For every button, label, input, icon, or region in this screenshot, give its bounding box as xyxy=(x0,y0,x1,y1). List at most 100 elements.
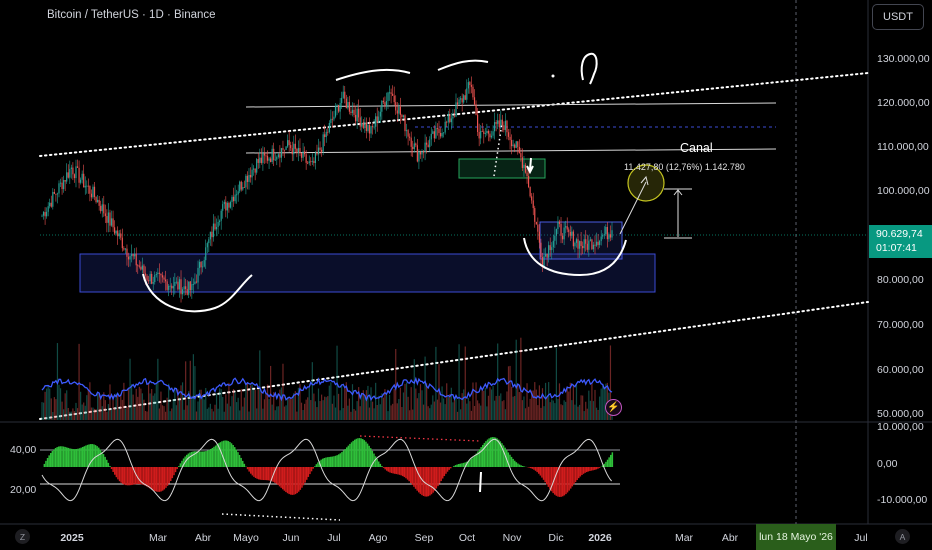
projection-arrow[interactable] xyxy=(619,181,647,235)
volume-bar xyxy=(490,389,493,420)
oscillator-bar xyxy=(192,451,194,467)
candle-body xyxy=(164,279,167,282)
oscillator-bar xyxy=(445,467,447,474)
oscillator-bar xyxy=(571,467,574,487)
candle-body xyxy=(55,193,57,195)
candle-body xyxy=(287,140,289,147)
oscillator-bar xyxy=(144,467,146,486)
volume-bar xyxy=(514,396,516,420)
volume-bar xyxy=(276,406,278,420)
volume-bar xyxy=(143,399,145,420)
candle-body xyxy=(490,135,493,138)
resistance-line-upper[interactable] xyxy=(245,102,777,108)
candle-body xyxy=(336,105,338,107)
oscillator-bar xyxy=(80,447,82,467)
auto-scale-button[interactable]: A xyxy=(895,529,910,544)
volume-bar xyxy=(501,401,503,420)
volume-bar xyxy=(140,388,142,420)
volume-bar xyxy=(503,400,505,420)
volume-bar xyxy=(283,406,286,420)
oscillator-bar xyxy=(456,464,458,467)
volume-bar xyxy=(205,387,207,420)
candle-body xyxy=(478,132,480,139)
volume-bar xyxy=(266,384,269,420)
volume-bar xyxy=(63,409,65,420)
oscillator-bar xyxy=(429,467,431,496)
candle-body xyxy=(211,231,213,238)
oscillator-bar xyxy=(442,467,444,479)
volume-bar xyxy=(480,405,482,420)
measure-label[interactable]: 11.427,80 (12,76%) 1.142.780 xyxy=(624,162,745,172)
demand-zone[interactable] xyxy=(79,253,656,293)
volume-bar xyxy=(398,399,400,420)
candle-body xyxy=(313,161,315,164)
candle-body xyxy=(566,226,568,230)
candle-body xyxy=(75,166,77,179)
candle-body xyxy=(144,273,147,276)
volume-bar xyxy=(384,389,386,420)
oscillator-bar xyxy=(368,445,370,467)
oscillator-bar xyxy=(530,467,532,469)
time-axis[interactable]: 2025 Mar Abr Mayo Jun Jul Ago Sep Oct No… xyxy=(0,524,932,550)
candle-body xyxy=(151,273,153,284)
oscillator-bar xyxy=(109,465,111,467)
oscillator-bar xyxy=(459,463,462,467)
oscillator-bar xyxy=(469,459,471,467)
currency-button[interactable]: USDT xyxy=(872,4,924,30)
canal-label[interactable]: Canal xyxy=(680,141,713,155)
volume-bar xyxy=(433,401,435,420)
oscillator-bar xyxy=(67,447,70,467)
oscillator-bar xyxy=(309,467,311,475)
breaker-box[interactable] xyxy=(458,158,546,179)
volume-bar xyxy=(402,392,405,420)
candle-body xyxy=(137,265,139,267)
candle-body xyxy=(602,235,604,237)
oscillator-bar xyxy=(51,450,54,467)
oscillator-bar xyxy=(331,456,334,467)
candle-body xyxy=(577,239,579,249)
volume-bar xyxy=(367,385,369,420)
channel-lower-line[interactable] xyxy=(39,301,869,420)
volume-bar xyxy=(202,395,204,420)
volume-bar xyxy=(347,405,349,420)
oscillator-bar xyxy=(387,467,390,472)
volume-bar xyxy=(73,411,76,420)
oscillator-bar xyxy=(258,467,260,480)
oscillator-bar xyxy=(536,467,538,473)
support-line-mid[interactable] xyxy=(245,148,777,154)
oscillator-bar xyxy=(470,458,473,467)
symbol-title[interactable]: Bitcoin / TetherUS · 1D · Binance xyxy=(47,9,216,21)
volume-bar xyxy=(319,401,321,420)
oscillator-bar xyxy=(194,451,196,467)
volume-bar xyxy=(253,389,255,420)
candle-body xyxy=(455,102,457,117)
candle-body xyxy=(223,201,225,205)
volume-bar xyxy=(603,388,605,420)
oscillator-bar xyxy=(72,449,74,467)
oscillator-bar xyxy=(270,467,273,482)
oscillator-bar xyxy=(502,445,505,467)
oscillator-bar xyxy=(366,443,369,467)
indicator-axis-label: 10.000,00 xyxy=(877,421,924,433)
candle-body xyxy=(46,211,48,217)
oscillator-bar xyxy=(602,465,604,467)
oscillator-bar xyxy=(126,467,129,486)
volume-bar xyxy=(220,389,222,420)
oscillator-bar xyxy=(269,467,271,481)
candle-body xyxy=(605,226,607,235)
volume-bar xyxy=(507,366,510,420)
candle-body xyxy=(480,130,482,139)
zoom-button[interactable]: Z xyxy=(15,529,30,544)
lightning-icon[interactable]: ⚡ xyxy=(605,399,622,416)
candle-body xyxy=(384,102,386,106)
price-range-measure[interactable] xyxy=(664,188,692,239)
candle-body xyxy=(435,128,437,139)
candle-body xyxy=(405,130,408,132)
candle-body xyxy=(371,126,374,128)
channel-upper-line[interactable] xyxy=(39,72,869,157)
volume-bar xyxy=(396,403,398,420)
candle-body xyxy=(203,260,205,267)
volume-bar xyxy=(290,397,292,420)
volume-bar xyxy=(432,395,434,420)
